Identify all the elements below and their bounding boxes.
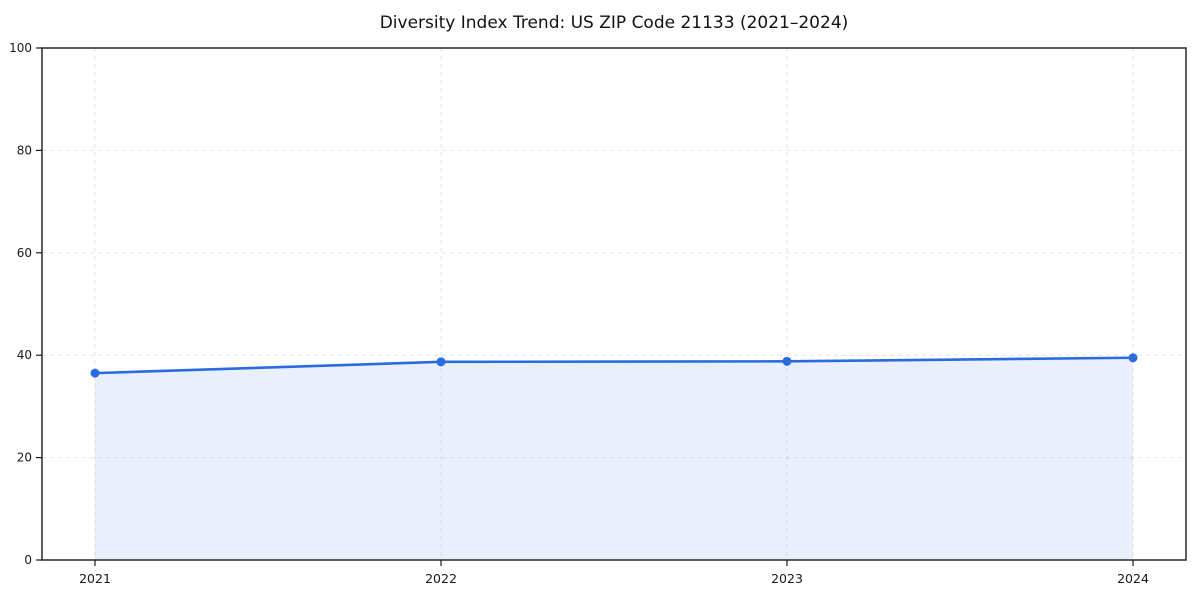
data-point [90, 368, 100, 378]
plot-border [41, 47, 1187, 561]
x-tick-label: 2021 [79, 571, 111, 586]
data-point [1128, 353, 1138, 363]
y-tick-label: 20 [17, 451, 32, 465]
x-tick-label: 2022 [425, 571, 457, 586]
data-point [436, 357, 446, 367]
trend-line [93, 356, 1135, 375]
area-fill [95, 357, 1133, 560]
y-tick-label: 60 [17, 246, 32, 260]
y-tick-label: 80 [17, 143, 32, 157]
data-point [782, 356, 792, 366]
y-tick-label: 40 [17, 348, 32, 362]
x-tick-label: 2023 [771, 571, 803, 586]
x-tick-label: 2024 [1117, 571, 1149, 586]
y-tick-label: 0 [24, 553, 32, 567]
y-tick-label: 100 [9, 41, 32, 55]
chart-title: Diversity Index Trend: US ZIP Code 21133… [379, 13, 849, 33]
